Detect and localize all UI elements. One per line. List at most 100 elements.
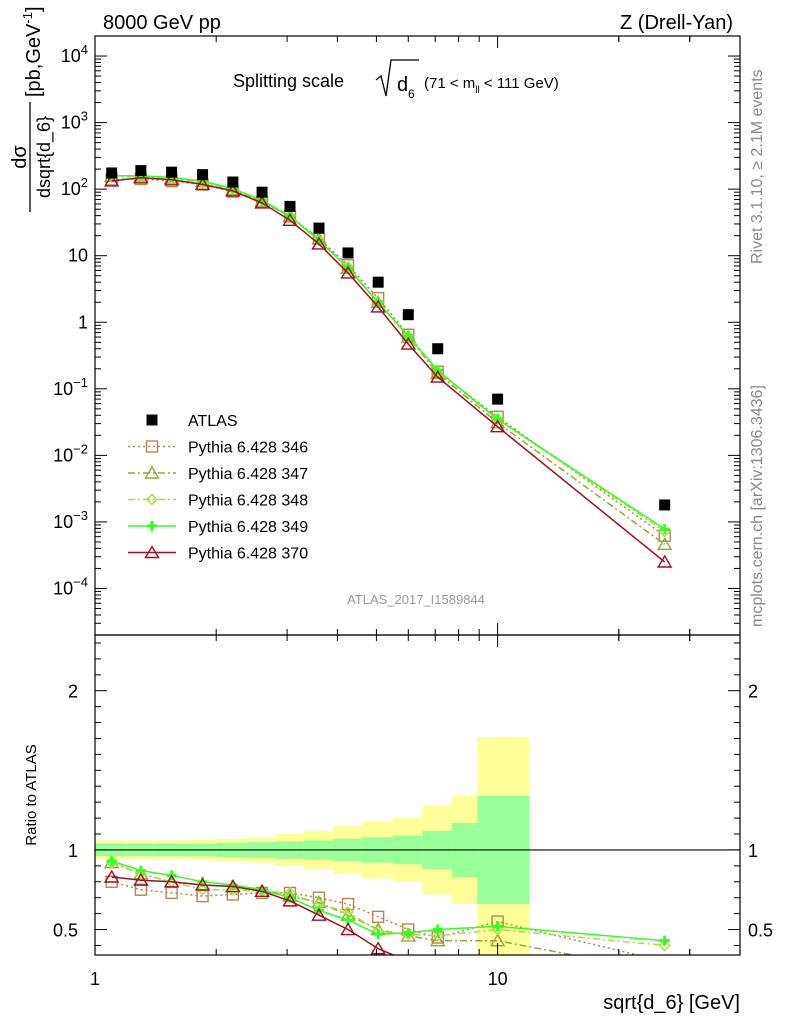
- mc-marker: [656, 554, 673, 568]
- main-panel: 10−4 10−3 10−2 10−1 1 10 102 103 104 ATLAS Pythia…: [53, 35, 741, 955]
- mc-marker: [133, 170, 149, 184]
- mc-line: [111, 175, 666, 546]
- main-axis-ticks: 10−4 10−3 10−2 10−1 1 10 102 103 104: [53, 35, 741, 955]
- data-point: [256, 186, 268, 198]
- mc-marker: [145, 440, 159, 453]
- ratio-frame: [94, 634, 741, 956]
- legend-label: Pythia 6.428 346: [188, 440, 308, 457]
- title-var: d: [397, 74, 408, 96]
- ylabel-den: dsqrt{d_6}: [34, 116, 55, 198]
- mc-marker: [340, 265, 356, 279]
- mc-marker: [489, 419, 506, 433]
- mc-marker: [431, 963, 444, 974]
- ylabel-units: [pb,GeV-1]: [20, 6, 45, 97]
- mc-marker: [144, 545, 160, 559]
- mc-marker: [659, 524, 670, 535]
- plot-title: Splitting scale d 6 (71 < mll < 111 GeV): [233, 59, 559, 101]
- x-tick-label: 10: [488, 969, 508, 989]
- mc-marker: [407, 953, 409, 955]
- mc-marker: [492, 921, 503, 932]
- title-cut: (71 < mll < 111 GeV): [424, 75, 559, 96]
- ratio-lines: [103, 855, 671, 992]
- mc-marker: [226, 883, 239, 896]
- title-sub: 6: [408, 87, 415, 101]
- data-point: [146, 414, 158, 426]
- mc-marker: [659, 956, 670, 967]
- mcplots-label: mcplots.cern.ch [arXiv:1306.3436]: [749, 385, 766, 627]
- mc-marker: [432, 924, 443, 935]
- ratio-line: [111, 861, 577, 955]
- process-label: Z (Drell-Yan): [620, 12, 733, 34]
- mc-marker: [225, 183, 241, 197]
- mc-marker: [103, 173, 120, 187]
- ratio-tick-label-left: 1: [68, 841, 78, 861]
- mc-marker: [491, 923, 504, 936]
- mc-marker: [658, 939, 671, 952]
- legend-label: Pythia 6.428 349: [188, 519, 308, 536]
- mc-marker: [373, 929, 384, 940]
- data-point: [313, 222, 325, 234]
- y-tick-label: 10: [68, 246, 88, 266]
- data-point: [284, 200, 296, 212]
- ratio-tick-label-left: 0.5: [53, 921, 78, 941]
- y-tick-label: 1: [78, 312, 88, 332]
- y-tick-label: 10−3: [53, 508, 88, 532]
- data-point: [659, 499, 671, 511]
- mc-marker: [429, 933, 446, 947]
- ratio-tick-label-right: 0.5: [748, 921, 773, 941]
- ratio-y-label: Ratio to ATLAS: [23, 744, 40, 845]
- mc-marker: [144, 465, 160, 479]
- data-point: [197, 169, 209, 181]
- mc-marker: [147, 521, 157, 531]
- y-tick-label: 104: [61, 42, 88, 66]
- data-point: [166, 166, 178, 178]
- mc-marker: [163, 874, 180, 888]
- ratio-tick-label-right: 2: [748, 682, 758, 702]
- mc-marker: [311, 907, 327, 921]
- mc-marker: [658, 981, 671, 992]
- mc-marker: [163, 172, 180, 186]
- ratio-line: [111, 881, 642, 955]
- legend: ATLAS Pythia 6.428 346 Pythia 6.428 347 Pyt…: [128, 413, 308, 563]
- y-axis-label: dσ dsqrt{d_6} [pb,GeV-1]: [9, 6, 55, 212]
- mc-marker: [282, 893, 298, 907]
- data-point: [227, 176, 239, 188]
- mc-marker: [133, 872, 149, 886]
- mc-marker: [103, 869, 120, 883]
- data-point: [106, 167, 118, 179]
- data-point: [492, 393, 504, 405]
- ratio-panel: 1 10 0.5 0.5 1 1 2 2: [53, 634, 773, 992]
- y-tick-label: 10−1: [53, 375, 88, 399]
- ratio-line: [111, 876, 396, 955]
- mc-marker: [403, 927, 414, 938]
- mc-marker: [106, 856, 117, 867]
- data-point: [432, 343, 444, 355]
- mc-marker: [659, 935, 670, 946]
- mc-marker: [340, 922, 356, 936]
- data-point: [372, 276, 384, 288]
- y-tick-label: 103: [61, 109, 88, 133]
- y-tick-label: 10−4: [53, 574, 88, 598]
- legend-label: ATLAS: [188, 413, 238, 430]
- legend-label: Pythia 6.428 347: [188, 466, 308, 483]
- mc-line: [111, 177, 666, 563]
- mc-line: [111, 174, 666, 530]
- legend-label: Pythia 6.428 370: [188, 546, 308, 563]
- data-point: [402, 309, 414, 321]
- data-point: [342, 247, 354, 259]
- mc-marker: [194, 877, 211, 891]
- mc-marker: [429, 369, 446, 383]
- mc-marker: [196, 883, 209, 896]
- rivet-label: Rivet 3.1.10, ≥ 2.1M events: [749, 69, 766, 264]
- ratio-tick-label-right: 1: [748, 841, 758, 861]
- uncertainty-bands: [95, 736, 740, 955]
- mc-marker: [656, 536, 673, 551]
- mc-marker: [400, 336, 417, 350]
- mc-marker: [282, 212, 298, 227]
- y-tick-label: 10−2: [53, 441, 88, 465]
- mc-marker: [254, 195, 270, 209]
- data-points: [106, 165, 671, 511]
- mc-marker: [146, 493, 158, 506]
- data-point: [135, 165, 147, 177]
